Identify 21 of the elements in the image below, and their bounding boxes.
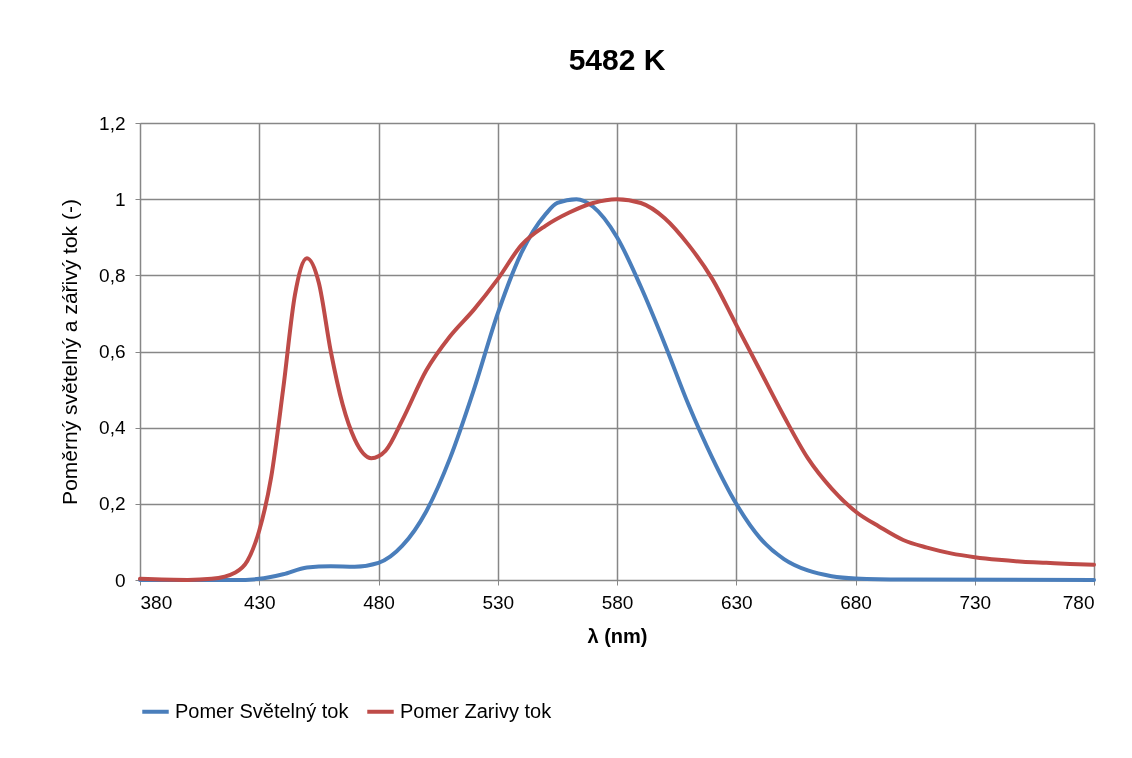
chart-title: 5482 K bbox=[568, 43, 666, 76]
x-tick-label: 680 bbox=[840, 591, 872, 613]
x-tick-label: 730 bbox=[959, 591, 992, 613]
legend-label: Pomer Světelný tok bbox=[175, 699, 350, 722]
x-tick-label: 530 bbox=[482, 591, 515, 613]
legend-label: Pomer Zarivy tok bbox=[400, 699, 553, 722]
y-tick-label: 0 bbox=[114, 569, 126, 591]
x-axis-title: λ (nm) bbox=[587, 624, 648, 647]
x-tick-label: 630 bbox=[720, 591, 753, 613]
y-tick-label: 0,4 bbox=[99, 417, 126, 439]
x-tick-label: 430 bbox=[243, 591, 276, 613]
x-tick-label: 780 bbox=[1062, 591, 1095, 613]
y-tick-label: 1 bbox=[114, 188, 126, 210]
y-tick-label: 1,2 bbox=[99, 112, 126, 134]
y-axis-title: Poměrný světelný a zářivý tok (-) bbox=[58, 199, 82, 505]
y-tick-label: 0,6 bbox=[99, 341, 126, 362]
x-tick-label: 380 bbox=[140, 591, 173, 613]
x-tick-label: 580 bbox=[601, 591, 634, 613]
x-tick-label: 480 bbox=[363, 591, 395, 613]
y-tick-label: 0,8 bbox=[99, 264, 126, 286]
y-tick-label: 0,2 bbox=[99, 493, 126, 515]
